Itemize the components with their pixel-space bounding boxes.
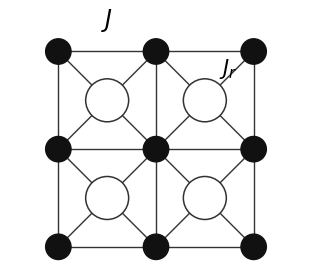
Circle shape xyxy=(241,39,266,64)
Circle shape xyxy=(143,39,169,64)
Circle shape xyxy=(143,234,169,260)
Circle shape xyxy=(86,176,129,220)
Circle shape xyxy=(143,136,169,162)
Circle shape xyxy=(241,136,266,162)
Circle shape xyxy=(183,79,226,122)
Circle shape xyxy=(241,234,266,260)
Circle shape xyxy=(86,79,129,122)
Circle shape xyxy=(46,136,71,162)
Circle shape xyxy=(46,234,71,260)
Circle shape xyxy=(46,39,71,64)
Circle shape xyxy=(183,176,226,220)
Text: $J$: $J$ xyxy=(101,7,113,34)
Text: $J_r$: $J_r$ xyxy=(219,57,238,81)
